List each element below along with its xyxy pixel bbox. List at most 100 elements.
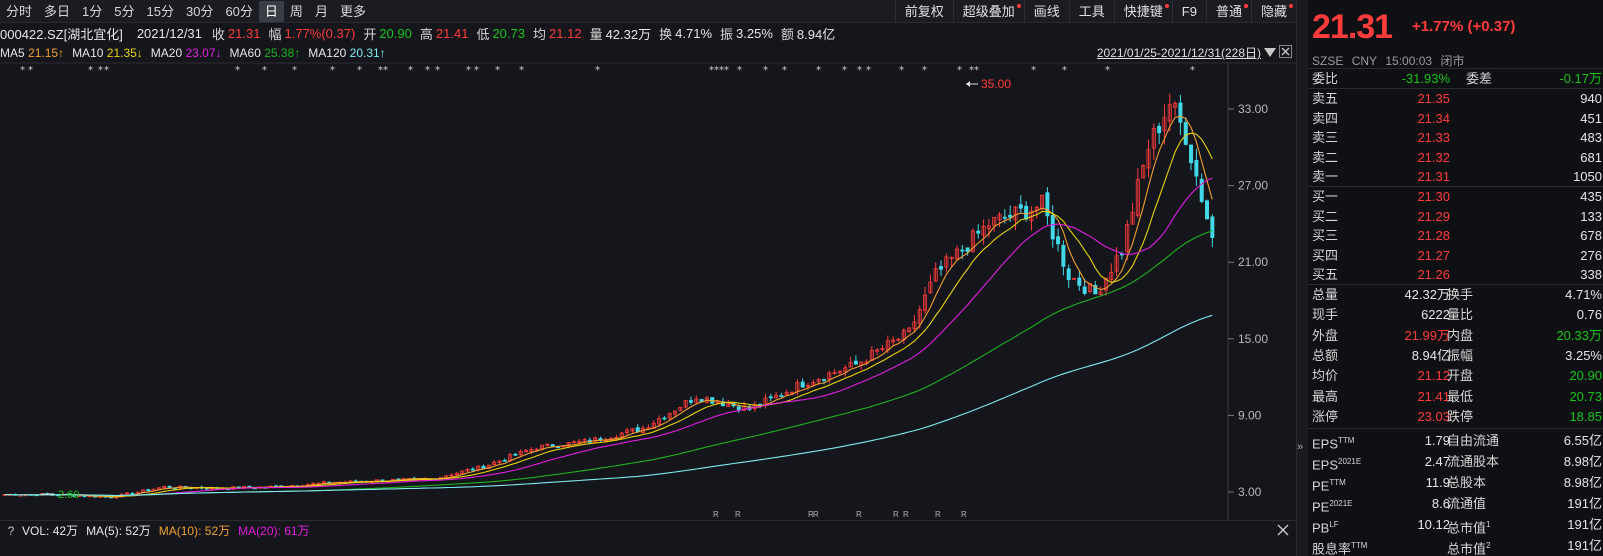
date-range-selector[interactable]: 2021/01/25-2021/12/31(228日) — [1097, 44, 1276, 61]
ma10-line — [4, 132, 1213, 497]
fund-label-suffix: TTM — [1351, 541, 1368, 550]
bid-price: 21.27 — [1417, 247, 1450, 263]
stat-value: 42.32万 — [1404, 287, 1450, 302]
vol-indicator: VOL: 42万 — [22, 522, 78, 539]
period-btn-10[interactable]: 更多 — [339, 3, 366, 19]
candle-body — [630, 428, 635, 432]
tool-btn-7[interactable]: 隐藏 — [1250, 0, 1296, 23]
help-icon[interactable]: ? — [7, 523, 15, 538]
period-btn-4[interactable]: 15分 — [146, 3, 174, 19]
bid-volume: 133 — [1580, 208, 1602, 224]
fund-label-2: 总市值1 — [1447, 520, 1491, 536]
tool-btn-4[interactable]: 快捷键 — [1113, 0, 1172, 23]
period-btn-1[interactable]: 多日 — [44, 3, 71, 19]
period-btn-8[interactable]: 周 — [289, 3, 303, 19]
candle-body — [688, 400, 693, 403]
close-icon[interactable] — [1279, 45, 1292, 58]
bid-row-3: 买四 21.27 276 — [1312, 246, 1603, 265]
quote-time: 15:00:03 — [1385, 54, 1433, 68]
candle-body — [907, 327, 912, 332]
candle-body — [156, 487, 161, 490]
candle-body — [1066, 268, 1071, 280]
candle-body — [529, 448, 534, 452]
fund-value: 11.9 — [1425, 475, 1450, 490]
candle-body — [460, 470, 465, 475]
event-star-icon: * — [292, 65, 297, 76]
r-marker: R — [903, 510, 909, 519]
open-value: 20.90 — [379, 26, 412, 41]
period-btn-5[interactable]: 30分 — [185, 3, 214, 19]
candle-body — [1093, 284, 1098, 295]
candle-body — [1189, 144, 1194, 164]
y-tick-label-3: 15.00 — [1238, 332, 1268, 346]
close-icon[interactable] — [1276, 523, 1290, 537]
event-star-icon: * — [857, 65, 862, 76]
tool-btn-3[interactable]: 工具 — [1068, 0, 1114, 23]
candle-body — [518, 450, 523, 456]
ma20-legend: MA20 23.07↓ — [151, 46, 222, 60]
candle-body — [981, 225, 986, 236]
bar-date: 2021/12/31 — [136, 26, 202, 41]
candlestick-chart[interactable]: * * * * * * * * * * * * * * * * * * * * * * * * * * * * * * * * * * * * * * * *… — [0, 62, 1296, 520]
kline-chart-area[interactable]: 分时 多日 1分 5分 15分 30分 60分日周月更多 前复权 超级叠加 画线 工具 快捷键 F9 普… — [0, 0, 1296, 556]
stat-label: 总量 — [1312, 287, 1339, 302]
candle-body — [1050, 214, 1055, 240]
candle-body — [960, 249, 965, 252]
tool-btn-5[interactable]: F9 — [1171, 0, 1206, 23]
fund-value: 1.79 — [1424, 433, 1450, 448]
event-star-icon: * — [714, 65, 719, 76]
candle-body — [784, 391, 789, 396]
tool-btn-0[interactable]: 前复权 — [894, 0, 953, 23]
candle-body — [1114, 255, 1119, 272]
last-price: 21.31 — [1312, 8, 1393, 46]
quote-info-line: 000422.SZ[湖北宜化] 2021/12/31 收 21.31 幅 1.7… — [0, 24, 1296, 43]
period-btn-9[interactable]: 月 — [314, 3, 328, 19]
event-star-icon: * — [330, 65, 335, 76]
period-btn-6[interactable]: 60分 — [225, 3, 253, 19]
candle-body — [481, 465, 486, 469]
fund-label: PE2021E — [1312, 499, 1353, 515]
collapse-arrow-icon[interactable]: » — [1297, 441, 1304, 453]
bid-row-2: 买三 21.28 678 — [1312, 226, 1603, 245]
candle-body — [678, 406, 683, 411]
tool-btn-2[interactable]: 画线 — [1023, 0, 1069, 23]
panel-separator — [1308, 428, 1603, 429]
y-tick-label-4: 9.00 — [1238, 408, 1262, 422]
ask-volume: 483 — [1580, 130, 1602, 145]
stock-code: 000422.SZ[湖北宜化] — [0, 27, 123, 42]
period-btn-2[interactable]: 1分 — [82, 3, 103, 19]
chart-toolbar: 分时 多日 1分 5分 15分 30分 60分日周月更多 前复权 超级叠加 画线 工具 快捷键 F9 普… — [0, 0, 1296, 23]
vol-ma20-indicator: MA(20): 61万 — [238, 522, 309, 539]
candle-body — [1151, 127, 1156, 149]
candle-body — [933, 268, 938, 282]
y-tick-label-0: 33.00 — [1238, 102, 1268, 116]
fund-label-2: 自由流通 — [1447, 433, 1500, 448]
stat-label: 涨停 — [1312, 408, 1339, 424]
tool-btn-1[interactable]: 超级叠加 — [952, 0, 1024, 23]
event-star-icon: * — [519, 65, 524, 76]
ma-lines — [4, 115, 1213, 498]
period-btn-0[interactable]: 分时 — [6, 3, 33, 19]
r-marker: R — [961, 510, 967, 519]
ma5-legend: MA5 21.15↑ — [0, 46, 64, 60]
ask-price: 21.31 — [1417, 169, 1450, 184]
panel-separator — [1308, 186, 1603, 187]
vol-ma5-label: MA(5): — [86, 524, 123, 538]
stat-value: 23.03 — [1417, 408, 1450, 424]
event-star-icon: * — [408, 65, 413, 76]
fund-value: 8.6 — [1431, 496, 1450, 511]
panel-separator — [1308, 284, 1603, 285]
notification-dot-icon — [1243, 3, 1248, 8]
candle-body — [1183, 122, 1188, 145]
period-btn-7[interactable]: 日 — [258, 0, 284, 22]
turnover-label: 换 — [659, 27, 673, 42]
tool-btn-6[interactable]: 普通 — [1205, 0, 1251, 23]
candle-body — [1056, 236, 1061, 245]
candle-body — [1141, 165, 1146, 179]
fund-value-2: 191亿 — [1567, 517, 1602, 532]
panel-divider[interactable] — [1296, 0, 1308, 556]
period-selector: 分时 多日 1分 5分 15分 30分 60分日周月更多 — [0, 0, 372, 23]
bid-label: 买一 — [1312, 189, 1339, 204]
panel-separator — [1308, 88, 1603, 89]
period-btn-3[interactable]: 5分 — [114, 3, 135, 19]
